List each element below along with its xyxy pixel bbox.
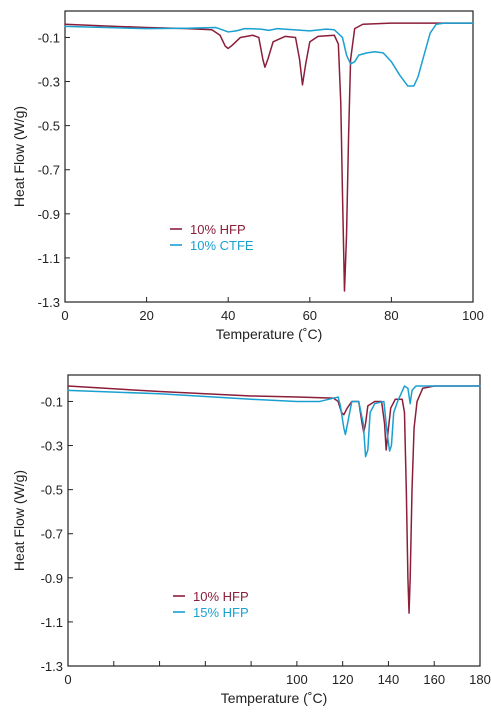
series-line-2: [64, 22, 474, 87]
plot-frame: [64, 10, 474, 303]
y-tick-label: -0.9: [38, 207, 60, 222]
chart-panel-2: 0 100 120 140 160 180 -0.1 -0.3 -0.5 -0.7 -0.9 -1.1…: [11, 374, 491, 706]
x-tick-label: 20: [139, 308, 153, 323]
y-tick-label: -0.1: [41, 394, 63, 409]
y-axis-label: Heat Flow (W/g): [11, 106, 27, 207]
chart-panel-1: 0 20 40 60 80 100 -0.1 -0.3 -0.5 -0.7 -0.9 -1.1 -1.3…: [11, 10, 484, 342]
x-tick-label: 60: [303, 308, 317, 323]
legend-label: 10% HFP: [190, 222, 246, 237]
x-tick-label: 160: [423, 672, 445, 687]
y-tick-label: -0.9: [41, 571, 63, 586]
y-tick-label: -1.1: [38, 251, 60, 266]
x-axis-label: Temperature (˚C): [216, 326, 323, 342]
y-tick-label: -0.1: [38, 30, 60, 45]
legend-label: 15% HFP: [193, 605, 249, 620]
series-line-1: [67, 385, 481, 614]
x-axis-label: Temperature (˚C): [221, 690, 328, 706]
legend-label: 10% CTFE: [190, 238, 254, 253]
y-tick-label: -0.7: [38, 163, 60, 178]
x-tick-label: 100: [462, 308, 484, 323]
x-tick-label: 100: [286, 672, 308, 687]
series-line-1: [64, 22, 474, 292]
x-tick-label: 120: [332, 672, 354, 687]
x-tick-label: 0: [61, 308, 68, 323]
legend-label: 10% HFP: [193, 589, 249, 604]
y-tick-label: -1.3: [41, 659, 63, 674]
y-tick-label: -0.3: [41, 439, 63, 454]
y-tick-label: -0.5: [38, 119, 60, 134]
y-tick-label: -1.3: [38, 295, 60, 310]
y-tick-label: -0.5: [41, 483, 63, 498]
plot-frame: [67, 374, 481, 667]
x-tick-label: 180: [469, 672, 491, 687]
y-tick-label: -0.3: [38, 75, 60, 90]
x-tick-label: 0: [64, 672, 71, 687]
y-tick-label: -0.7: [41, 527, 63, 542]
series-line-2: [67, 385, 481, 458]
x-tick-label: 80: [384, 308, 398, 323]
y-axis-label: Heat Flow (W/g): [11, 470, 27, 571]
x-tick-label: 40: [221, 308, 235, 323]
x-tick-label: 140: [378, 672, 400, 687]
y-tick-label: -1.1: [41, 615, 63, 630]
